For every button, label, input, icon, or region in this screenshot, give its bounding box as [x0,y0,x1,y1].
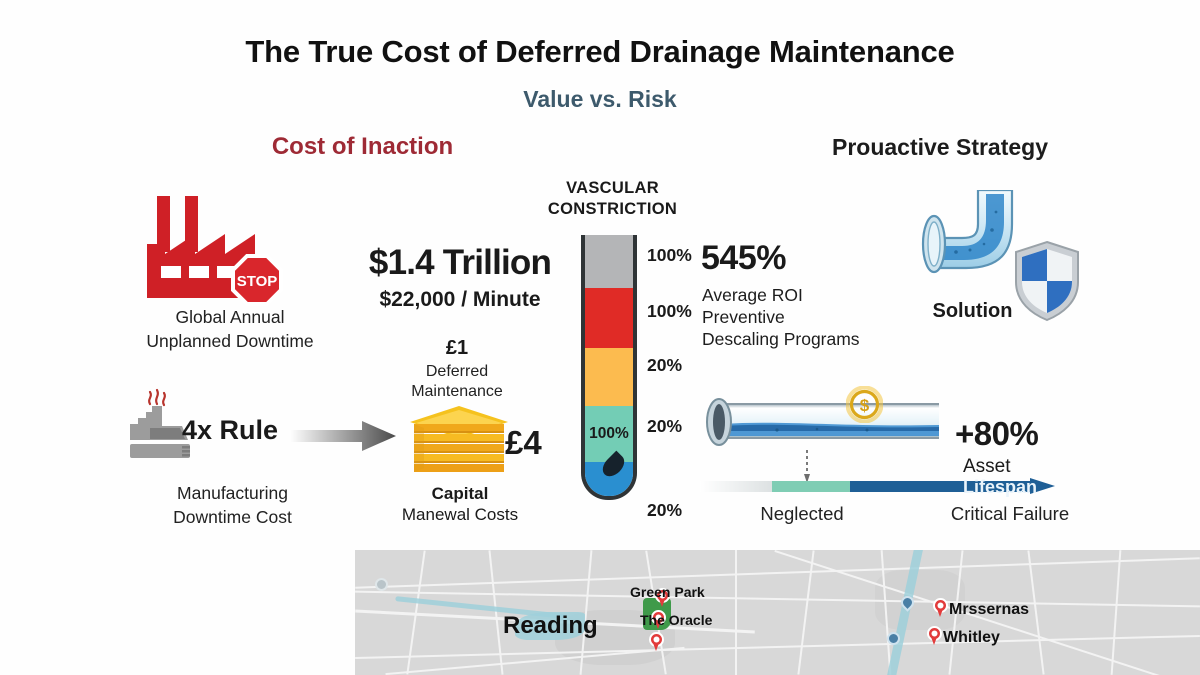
deferred-label-line2: Maintenance [411,383,503,400]
gauge-tick-0: 100% [647,245,692,265]
gauge-title-line2: CONSTRICTION [547,200,678,218]
headline-cost-value: $1.4 Trillion [368,243,552,282]
downtime-caption-line2: Unplanned Downtime [146,331,314,351]
solution-label: Solution [932,300,1013,322]
page-title: The True Cost of Deferred Drainage Maint… [245,34,955,69]
gauge-title-line1: VASCULAR [566,179,659,197]
downtime-caption: Global Annual Unplanned Downtime [115,305,345,353]
gold-bar-stack-icon [404,404,514,476]
capital-label: Capital Manewal Costs [370,483,550,525]
map-marker-blue-2[interactable] [887,632,900,645]
downtime-caption-line1: Global Annual [175,307,285,327]
factory-stop-icon: STOP [143,196,303,306]
dollar-coin-icon: $ [845,385,884,424]
roi-desc-line1: Average ROI [702,285,803,305]
gauge-band-teal [585,406,633,462]
lifespan-label-asset: Asset [963,456,1011,477]
gauge-band-orange [585,348,633,406]
gauge-tick-4: 20% [647,500,683,520]
map-pin-mrssernas[interactable] [933,598,948,618]
elbow-pipe-icon [900,188,1050,300]
gauge-tick-1: 100% [647,301,692,321]
manufacturing-caption: Manufacturing Downtime Cost [115,481,350,529]
map-pin-third[interactable] [649,632,664,652]
map-pin-green-park[interactable] [655,588,670,608]
map-label-whitley: Whitley [943,629,1000,646]
deferred-label-line1: Deferred [425,363,489,380]
capital-label-line2: Manewal Costs [401,505,519,524]
map-label-the-oracle: The Oracle [640,612,713,628]
asset-lifespan-bar [700,478,1055,494]
right-arrow-gradient-icon [290,420,398,452]
shield-icon [1012,240,1082,322]
lifespan-label-lifespan: Lifespan [963,477,1038,497]
map-pin-whitley[interactable] [927,626,942,646]
roi-value: 545% [701,239,786,277]
cost-per-minute: $22,000 / Minute [379,288,541,311]
map-label-mrssernas: Mrssernas [949,601,1030,618]
page-subtitle: Value vs. Risk [523,86,677,112]
roi-desc-line2: Preventive [702,307,785,327]
roi-description: Average ROI Preventive Descaling Program… [702,284,922,350]
gauge-tube [581,235,637,500]
horizontal-pipe-icon [697,396,942,448]
gauge-band-grey [585,235,633,288]
roi-desc-line3: Descaling Programs [702,329,860,349]
capital-label-line1: Capital [431,484,489,503]
svg-text:STOP: STOP [237,273,278,290]
deferred-label: Deferred Maintenance [372,362,542,402]
map-marker-blue-3[interactable] [375,578,388,591]
factory-smoke-icon [126,388,198,464]
map-pin-the-oracle[interactable] [651,610,666,630]
section-heading-proactive-strategy: Prouactive Strategy [831,134,1049,160]
section-heading-cost-of-inaction: Cost of Inaction [271,133,454,160]
manufacturing-caption-line1: Manufacturing [177,483,288,503]
vascular-constriction-gauge: 100% 100% 100% 20% 20% 20% [581,235,692,520]
map-label-green-park: Green Park [630,584,705,600]
gauge-tick-3: 20% [647,416,683,436]
stage-label-neglected: Neglected [760,503,844,524]
svg-text:$: $ [860,396,870,415]
map-label-reading: Reading [503,612,598,639]
gauge-tick-2: 20% [647,355,683,375]
location-map[interactable]: Green Park The Oracle Reading Mrssernas … [355,550,1200,675]
gauge-band-red [585,288,633,348]
lifespan-increase-value: +80% [955,415,1039,452]
gauge-title: VASCULAR CONSTRICTION [530,178,695,220]
capital-amount: £4 [505,424,542,461]
manufacturing-caption-line2: Downtime Cost [173,507,292,527]
four-x-rule-label: 4x Rule [182,415,279,445]
dotted-connector [804,450,810,484]
stage-label-critical-failure: Critical Failure [950,503,1070,524]
deferred-amount: £1 [445,337,469,359]
stop-sign-icon: STOP [231,254,283,306]
gauge-inner-label: 100% [589,425,629,442]
